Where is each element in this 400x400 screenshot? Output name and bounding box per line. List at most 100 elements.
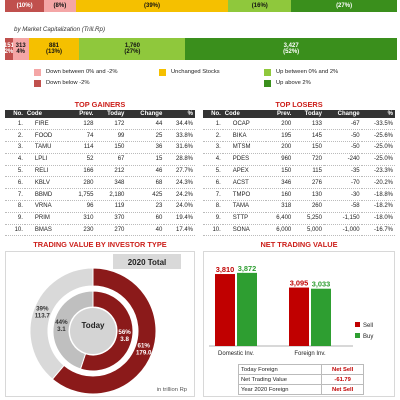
table-cell: 34.4%: [164, 118, 195, 131]
legend-label: Up above 2%: [276, 80, 311, 86]
table-cell: 150: [265, 165, 294, 178]
table-cell: -1,000: [323, 224, 362, 237]
table-cell: 1,755: [67, 188, 96, 202]
bar-segment-label: 151: [5, 42, 13, 49]
bar-segment-label: (27%): [336, 2, 353, 9]
table-cell: -20.2%: [361, 176, 395, 190]
bar-segment-label: (16%): [251, 2, 268, 9]
column-header: Today: [95, 110, 127, 118]
donut-slice: [29, 267, 94, 380]
table-cell: TMPO: [222, 188, 266, 202]
top-losers-title: TOP LOSERS: [275, 100, 323, 109]
bar-segment-label: (8%): [53, 2, 67, 9]
table-cell: -58: [323, 200, 362, 213]
table-cell: -25.0%: [361, 141, 395, 154]
table-cell: PDES: [222, 153, 266, 166]
table-cell: 6.: [5, 176, 25, 190]
table-cell: -18.2%: [361, 200, 395, 213]
bar-segment-label: (52%): [283, 49, 300, 55]
table-row: 8. VRNA 96 119 23 24.0%: [5, 200, 195, 213]
legend-label: Down between 0% and -2%: [46, 69, 118, 75]
summary-value: Net Sell: [321, 384, 364, 395]
table-cell: 96: [67, 200, 96, 213]
table-cell: 17.4%: [164, 224, 195, 237]
bar-value-label: 3,810: [216, 265, 235, 274]
table-cell: 318: [265, 200, 294, 213]
table-row: 10. SONA 6,000 5,000 -1,000 -16.7%: [203, 224, 395, 237]
summary-value: -61.79: [321, 374, 364, 385]
investor-donut-chart: 2020 Total 61% 179.039% 113.756% 3.844% 3.1 …: [29, 254, 187, 395]
table-header-row: No. Code Prev. Today Change%: [5, 110, 195, 118]
donut-center: [70, 308, 116, 354]
table-cell: 346: [265, 176, 294, 190]
bar-segment-label: 4%: [16, 49, 26, 55]
summary-label: Today Foreign: [237, 364, 323, 375]
bar-value-label: 3,872: [238, 264, 257, 273]
legend-swatch: [355, 322, 360, 327]
table-cell: PRIM: [24, 212, 68, 225]
table-cell: 5,000: [293, 224, 324, 237]
table-cell: 68: [126, 176, 165, 190]
table-cell: 7.: [203, 188, 223, 202]
table-cell: LPLI: [24, 153, 68, 166]
table-cell: 60: [126, 212, 165, 225]
bar-segment: (10%): [5, 0, 45, 12]
table-cell: 3.: [5, 141, 25, 154]
table-cell: -25.0%: [361, 153, 395, 166]
column-header: Change: [323, 110, 362, 118]
table-row: 8. TAMA 318 260 -58 -18.2%: [203, 200, 395, 213]
net-summary-table: Today Foreign Net Sell Net Trading Value -6…: [237, 364, 364, 395]
table-cell: 200: [265, 118, 294, 131]
table-cell: 40: [126, 224, 165, 237]
table-cell: FOOD: [24, 129, 68, 143]
donut-slice-label: 56% 3.8: [118, 329, 131, 343]
table-header-row: No. Code Prev. Today Change%: [203, 110, 395, 118]
table-cell: 19.4%: [164, 212, 195, 225]
bar-segment-label: 2%: [5, 49, 13, 55]
bar-segment: 1,760 (27%): [79, 38, 186, 60]
top-losers-table: No. Code Prev. Today Change% 1. OCAP 200 133 -67…: [203, 110, 395, 237]
inner-ring-label: Today: [82, 321, 106, 330]
table-cell: 44: [126, 118, 165, 131]
unit-note: in trillion Rp: [157, 387, 187, 393]
table-cell: 195: [265, 129, 294, 143]
table-cell: 4.: [5, 153, 25, 166]
table-cell: -30: [323, 188, 362, 202]
table-cell: 166: [67, 165, 96, 178]
table-cell: 6,000: [265, 224, 294, 237]
table-cell: 74: [67, 129, 96, 143]
bar-segment-label: (39%): [143, 2, 160, 9]
bar-segment: 881 (13%): [28, 38, 80, 60]
table-cell: 114: [67, 141, 96, 154]
table-cell: VRNA: [24, 200, 68, 213]
table-cell: -35: [323, 165, 362, 178]
table-row: 2. BIKA 195 145 -50 -25.6%: [203, 129, 395, 143]
legend-label: Down below -2%: [46, 80, 90, 86]
table-cell: APEX: [222, 165, 266, 178]
bar-segment: (39%): [75, 0, 229, 12]
performance-legend: Down between 0% and -2% Down below -2% U…: [0, 67, 400, 93]
table-cell: -16.7%: [361, 224, 395, 237]
table-cell: 172: [95, 118, 127, 131]
donut-slice-label: 44% 3.1: [55, 319, 68, 333]
column-header: %: [164, 110, 195, 118]
table-row: 9. STTP 6,400 5,250 -1,150 -18.0%: [203, 212, 395, 225]
category-label: Foreign Inv.: [294, 351, 326, 357]
table-row: 7. BBMD 1,755 2,180 425 24.2%: [5, 188, 195, 202]
table-cell: 2.: [5, 129, 25, 143]
table-cell: OCAP: [222, 118, 266, 131]
table-cell: 348: [95, 176, 127, 190]
top-gainers-table: No. Code Prev. Today Change% 1. FIRE 128 172 44 3…: [5, 110, 195, 237]
table-cell: 23: [126, 200, 165, 213]
table-cell: 115: [293, 165, 324, 178]
table-cell: -33.5%: [361, 118, 395, 131]
table-cell: KBLV: [24, 176, 68, 190]
legend-label: Sell: [363, 323, 373, 329]
table-cell: 9.: [5, 212, 25, 225]
table-cell: 8.: [5, 200, 25, 213]
table-cell: 370: [95, 212, 127, 225]
table-cell: 24.0%: [164, 200, 195, 213]
column-header: %: [361, 110, 395, 118]
table-cell: 1.: [5, 118, 25, 131]
table-cell: 720: [293, 153, 324, 166]
